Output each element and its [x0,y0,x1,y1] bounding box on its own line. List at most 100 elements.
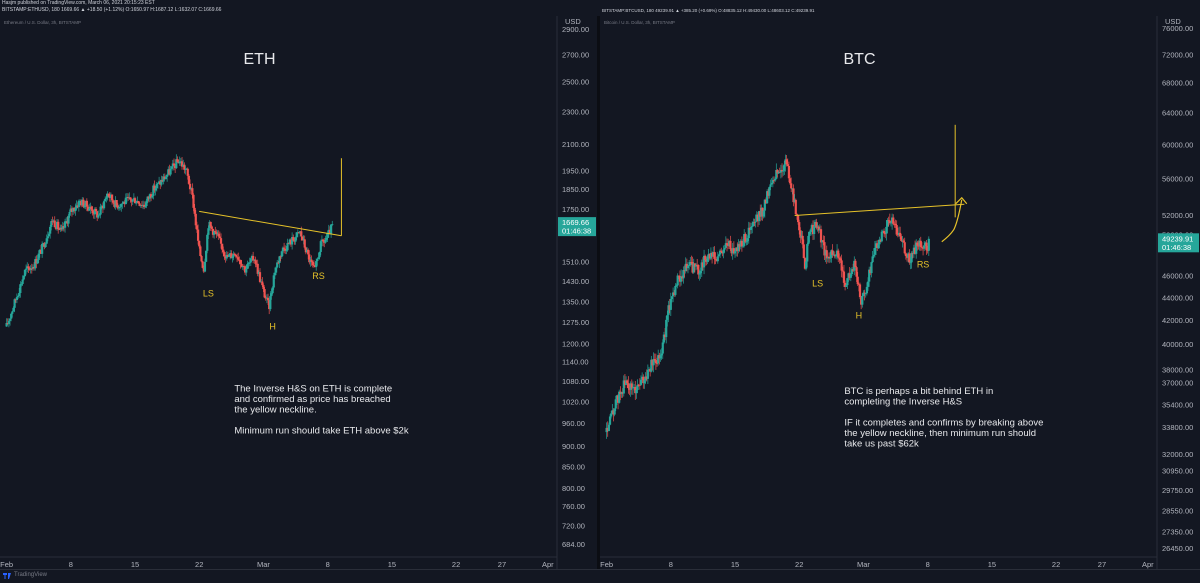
btc-candle-body [766,191,769,204]
eth-candle-body [66,221,69,224]
btc-candle-body [696,264,699,266]
btc-candle-body [659,355,662,359]
btc-candle-body [793,199,796,203]
eth-candle-body [110,194,114,201]
eth-candle-body [170,166,173,169]
eth-candle-body [106,193,109,198]
eth-candle-body [36,259,39,264]
eth-candle-body [203,261,207,272]
btc-chart-panel[interactable]: 76000.00 72000.00 68000.00 64000.00 60000.00… [600,8,1200,569]
eth-candle-body [323,241,326,243]
btc-candle-body [709,252,713,259]
btc-candle-body [747,227,750,239]
btc-candle-body [829,257,832,259]
eth-candle-body [279,256,282,258]
eth-candle-body [23,269,27,276]
btc-candle-body [840,260,843,271]
btc-candle-body [896,234,899,236]
eth-candle-body [78,200,82,202]
tradingview-brand[interactable]: TradingView [14,572,48,578]
eth-candle-body [113,202,116,207]
btc-candle-body [768,186,771,196]
eth-candle-body [27,266,30,269]
eth-candle-body [58,229,61,231]
eth-pattern-label-h: H [269,321,276,331]
eth-candle-body [316,258,319,262]
eth-y-tick-label: 2700.00 [562,50,589,59]
eth-y-tick-label: 1200.00 [562,339,589,348]
btc-candle-body [633,386,636,388]
btc-candle-body [833,254,836,257]
eth-candle-body [60,227,63,230]
eth-candle-body [69,208,72,212]
eth-candle-body [136,201,139,203]
btc-candle-body [842,271,846,283]
btc-candle-body [607,424,610,431]
btc-candle-body [870,262,873,274]
btc-y-tick-label: 56000.00 [1162,174,1193,183]
btc-x-tick-label: 15 [988,560,996,569]
btc-y-tick-label: 46000.00 [1162,271,1193,280]
btc-candle-body [881,230,885,232]
eth-candle-body [331,224,334,226]
btc-candle-body [668,305,671,310]
btc-candle-body [704,255,707,260]
btc-candle-body [767,191,770,196]
eth-candle-body [207,228,210,235]
eth-candle-body [258,272,262,282]
eth-candle-body [44,243,47,248]
eth-candle-body [187,175,191,184]
btc-candle-body [686,266,690,269]
btc-candle-body [915,242,918,254]
eth-candle-body [241,266,244,268]
eth-candle-body [70,208,74,212]
btc-candle-body [646,369,649,379]
btc-chart-svg[interactable]: 76000.00 72000.00 68000.00 64000.00 60000.00… [600,16,1200,569]
eth-chart-panel[interactable]: 2900.00 2700.00 2500.00 2300.00 2100.00 1950.… [0,16,597,569]
eth-candle-body [243,266,247,273]
eth-candle-body [141,204,145,206]
eth-candle-body [269,296,272,310]
eth-candle-body [149,194,153,198]
eth-candle-body [304,247,307,253]
btc-candle-body [690,262,693,263]
eth-candle-body [274,267,278,273]
btc-candle-body [912,247,916,254]
btc-symbol-info: BITSTAMP:BTCUSD, 180 49239.91 ▲ +385.20 … [602,8,815,13]
eth-candle-body [51,221,54,222]
eth-candle-body [300,231,303,237]
eth-candle-body [99,206,102,215]
eth-candle-body [160,179,163,185]
eth-candle-body [217,233,220,237]
eth-candle-body [24,268,28,270]
eth-candle-body [232,253,235,257]
tradingview-logo-icon[interactable] [3,573,11,579]
btc-candle-body [779,169,782,173]
btc-candle-body [857,284,860,285]
btc-candle-body [655,363,659,365]
eth-candle-body [210,226,213,229]
panel-divider[interactable] [597,16,600,569]
btc-candle-body [900,236,903,241]
eth-candle-body [230,253,233,259]
eth-chart-svg[interactable]: 2900.00 2700.00 2500.00 2300.00 2100.00 1950.… [0,16,597,569]
eth-candle-body [229,253,232,255]
eth-y-tick-label: 900.00 [562,442,585,451]
eth-candle-body [53,220,56,228]
btc-candle-body [723,247,726,250]
eth-candle-body [107,193,110,197]
eth-candle-body [85,200,88,207]
btc-candle-body [714,258,717,260]
btc-candle-body [635,389,638,394]
eth-candle-body [240,263,243,268]
eth-candle-body [284,248,287,251]
btc-candle-body [800,235,803,238]
eth-candle-body [291,237,294,245]
btc-x-tick-label: Feb [600,560,613,569]
eth-candle-body [319,241,322,252]
eth-y-tick-label: 1750.00 [562,205,589,214]
btc-y-tick-label: 68000.00 [1162,79,1193,88]
eth-candle-body [163,176,166,180]
eth-candle-body [200,256,203,262]
eth-last-price-label: 1669.66 [562,218,589,227]
